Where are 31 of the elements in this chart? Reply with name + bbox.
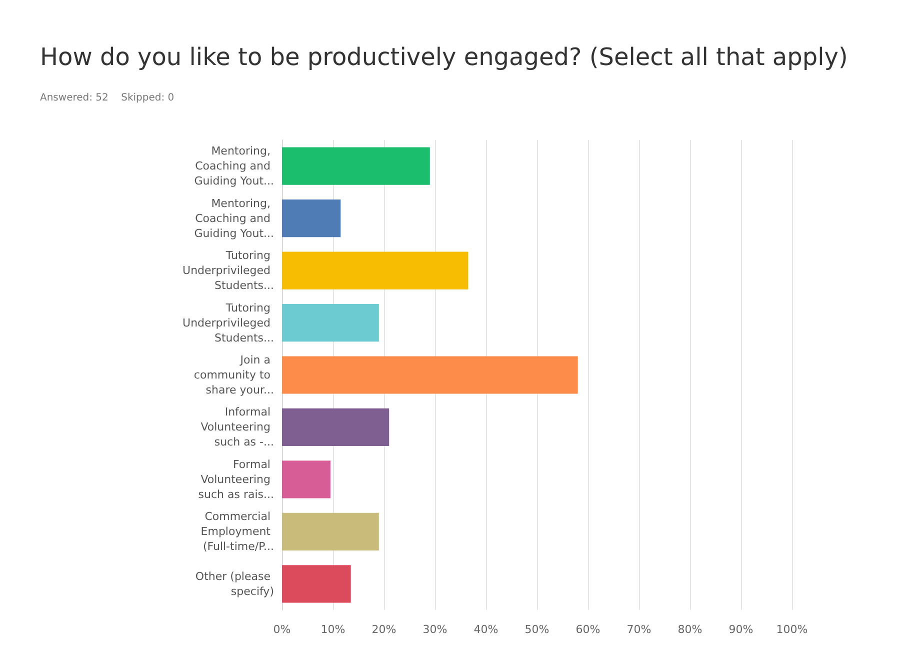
- bar: [282, 356, 578, 394]
- x-tick-label: 100%: [776, 623, 808, 636]
- bar: [282, 460, 330, 498]
- y-tick-label: Formal Volunteering such as rais...: [198, 458, 274, 501]
- bar: [282, 252, 468, 290]
- chart-title: How do you like to be productively engaged? (Select all that apply): [40, 43, 848, 71]
- text: Answered: 52 Skipped: 0: [40, 92, 174, 104]
- y-tick-label: Join a community to share your...: [194, 354, 274, 396]
- x-tick-label: 30%: [422, 623, 448, 636]
- bar: [282, 304, 379, 342]
- x-tick-label: 70%: [626, 623, 652, 636]
- x-tick-label: 10%: [320, 623, 346, 636]
- y-tick-label: Tutoring Underprivileged Students...: [182, 301, 274, 344]
- y-tick-label: Other (please specify): [195, 570, 274, 598]
- x-tick-label: 50%: [524, 623, 550, 636]
- x-tick-label: 90%: [728, 623, 754, 636]
- bar: [282, 512, 379, 550]
- bar: [282, 200, 341, 238]
- y-tick-label: Informal Volunteering such as -...: [200, 406, 274, 449]
- x-tick-label: 20%: [372, 623, 396, 636]
- x-tick-label: 80%: [678, 623, 702, 636]
- bar: [282, 565, 351, 603]
- y-tick-label: Tutoring Underprivileged Students...: [182, 249, 274, 292]
- y-tick-label: Mentoring, Coaching and Guiding Yout...: [194, 144, 274, 188]
- y-tick-label: Commercial Employment (Full-time/P...: [200, 510, 274, 554]
- y-tick-label: Mentoring, Coaching and Guiding Yout...: [194, 196, 274, 240]
- bar: [282, 147, 430, 185]
- x-tick-label: 40%: [474, 623, 498, 636]
- x-tick-label: 0%: [273, 623, 291, 636]
- x-tick-label: 60%: [576, 623, 600, 636]
- bar: [282, 408, 390, 446]
